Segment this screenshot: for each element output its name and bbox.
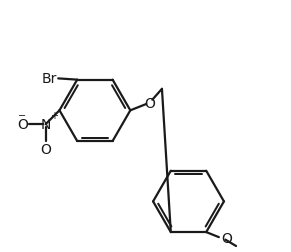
Text: O: O (17, 118, 28, 132)
Text: N: N (40, 118, 51, 132)
Text: O: O (221, 232, 232, 245)
Text: Br: Br (42, 72, 57, 86)
Text: O: O (40, 142, 51, 156)
Text: +: + (50, 110, 58, 120)
Text: O: O (144, 96, 155, 110)
Text: −: − (18, 110, 26, 120)
